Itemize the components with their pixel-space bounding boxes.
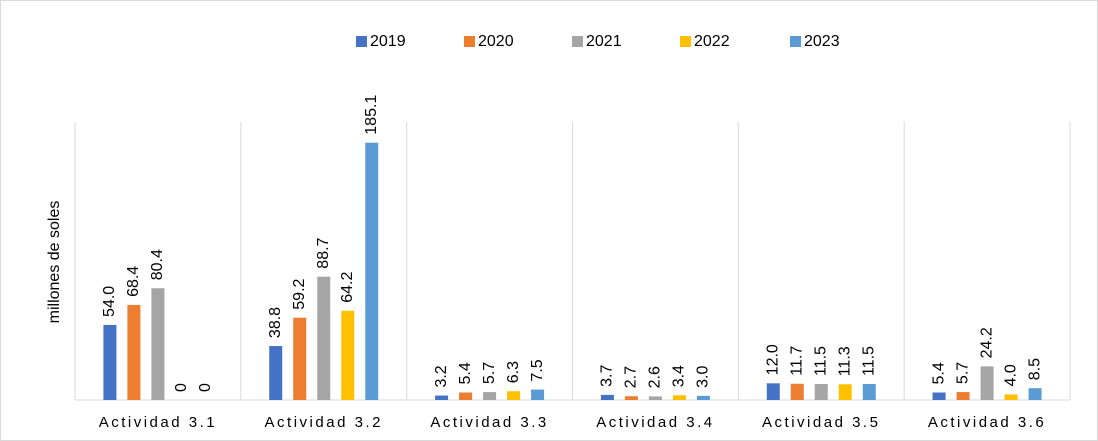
bar [531,389,545,400]
bar [932,392,946,400]
bar [648,396,662,400]
bar [269,346,283,400]
data-label: 68.4 [125,266,142,297]
data-label: 5.7 [481,362,498,384]
x-tick-label: Actividad 3.3 [430,414,548,431]
bar [790,383,804,400]
legend-label: 2020 [478,33,514,50]
bar [862,384,876,400]
bar [600,394,614,400]
data-label: 3.2 [433,365,450,387]
bar [103,324,117,400]
legend-label: 2023 [804,33,840,50]
data-label: 7.5 [529,359,546,381]
bar [766,383,780,400]
data-label: 64.2 [339,272,356,303]
bar [483,392,497,400]
x-tick-label: Actividad 3.2 [265,414,383,431]
data-label: 2.6 [647,366,664,388]
bar [696,395,710,400]
bar [317,276,331,400]
legend-swatch [464,36,475,47]
data-label: 185.1 [363,95,380,135]
data-label: 12.0 [764,344,781,375]
x-tick-label: Actividad 3.4 [596,414,714,431]
bar [672,395,686,400]
data-label: 3.4 [671,365,688,387]
legend-swatch [790,36,801,47]
data-label: 2.7 [623,366,640,388]
data-label: 11.7 [788,346,805,376]
data-label: 4.0 [1002,364,1019,386]
bar [459,392,473,400]
bar [1004,394,1018,400]
bar [365,142,379,400]
bar [624,396,638,400]
bar [127,304,141,400]
legend-swatch [356,36,367,47]
data-label: 0 [197,383,214,392]
data-label: 0 [173,383,190,392]
legend-label: 2019 [370,33,406,50]
data-label: 24.2 [978,327,995,358]
bar [980,366,994,400]
legend-swatch [680,36,691,47]
bar [151,288,165,400]
bar [293,317,307,400]
data-label: 80.4 [149,249,166,280]
legend-label: 2021 [586,33,622,50]
data-label: 38.8 [267,307,284,338]
data-label: 5.4 [930,362,947,384]
x-tick-label: Actividad 3.1 [99,414,217,431]
data-label: 11.3 [836,346,853,376]
data-label: 59.2 [291,278,308,309]
bar [341,310,355,400]
legend-swatch [572,36,583,47]
data-label: 5.4 [457,362,474,384]
legend-label: 2022 [694,33,730,50]
bar [435,395,449,400]
data-label: 3.7 [599,365,616,387]
data-label: 11.5 [860,346,877,376]
data-label: 8.5 [1026,358,1043,380]
bar [838,384,852,400]
bar [507,391,521,400]
bar [956,392,970,400]
bar [814,384,828,400]
data-label: 5.7 [954,362,971,384]
y-axis-label: millones de soles [46,201,63,324]
data-label: 3.0 [695,365,712,387]
x-tick-label: Actividad 3.6 [928,414,1046,431]
data-label: 54.0 [101,286,118,317]
data-label: 88.7 [315,237,332,268]
x-tick-label: Actividad 3.5 [762,414,880,431]
data-label: 11.5 [812,346,829,376]
data-label: 6.3 [505,361,522,383]
bar [1028,388,1042,400]
